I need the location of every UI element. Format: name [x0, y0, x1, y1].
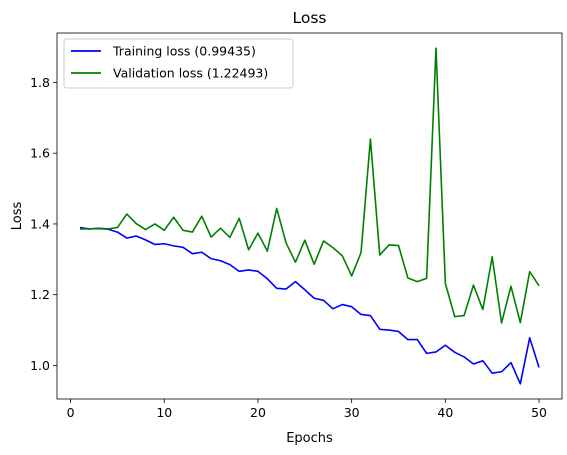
series-lines — [79, 47, 540, 385]
legend-label-validation: Validation loss (1.22493) — [113, 66, 268, 81]
x-tick-label: 30 — [344, 405, 360, 420]
axes-frame — [56, 32, 563, 400]
plot-area — [56, 32, 563, 400]
y-axis-ticks: 1.0 1.2 1.4 1.6 1.8 — [30, 75, 57, 373]
training-loss-line — [79, 226, 540, 385]
x-tick-label: 20 — [250, 405, 266, 420]
y-tick-label: 1.4 — [30, 216, 50, 231]
y-tick-label: 1.6 — [30, 146, 50, 161]
x-tick-label: 50 — [531, 405, 547, 420]
legend-label-training: Training loss (0.99435) — [112, 44, 256, 59]
y-tick-label: 1.2 — [30, 287, 50, 302]
x-axis-ticks: 0 10 20 30 40 50 — [67, 399, 547, 420]
legend-box — [63, 38, 294, 89]
legend: Training loss (0.99435) Validation loss … — [63, 38, 294, 89]
x-tick-label: 40 — [437, 405, 453, 420]
y-tick-label: 1.0 — [30, 358, 50, 373]
y-axis-label: Loss — [10, 202, 25, 231]
x-tick-label: 10 — [156, 405, 172, 420]
x-tick-label: 0 — [67, 405, 75, 420]
y-tick-label: 1.8 — [30, 75, 50, 90]
validation-loss-line — [79, 47, 540, 324]
x-axis-label: Epochs — [286, 431, 333, 446]
chart-title: Loss — [293, 9, 327, 27]
